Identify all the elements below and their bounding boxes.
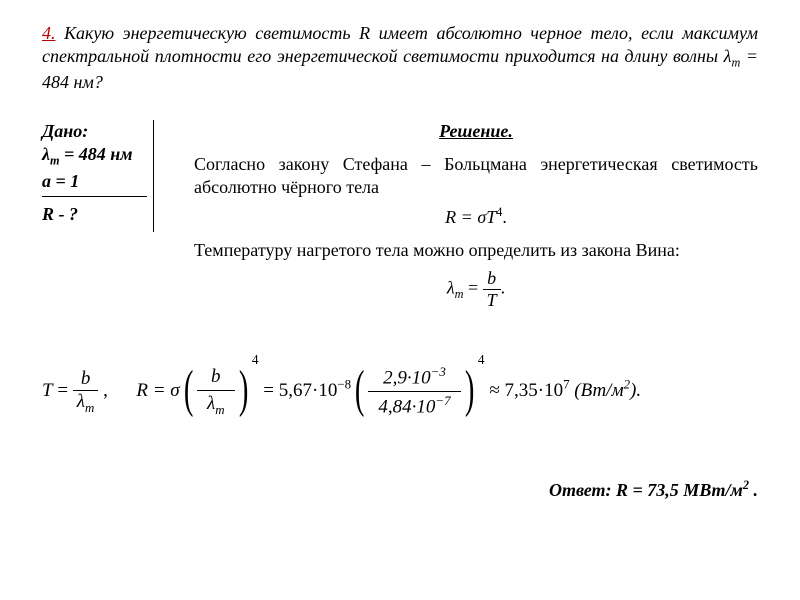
deriv-f3-num: 2,9·10−3 bbox=[368, 363, 460, 392]
equation-2: λm = bT. bbox=[194, 268, 758, 310]
deriv-f3-num-a: 2,9·10 bbox=[383, 367, 431, 388]
solution-p1: Согласно закону Стефана – Больцмана энер… bbox=[194, 153, 758, 199]
deriv-approx: ≈ 7,35·10 bbox=[485, 380, 564, 401]
given-column: Дано: λm = 484 нм a = 1 R - ? bbox=[42, 120, 154, 321]
paren-open-1: ( bbox=[184, 367, 194, 413]
paren-close-1: ) bbox=[238, 367, 248, 413]
paren-close-2: ) bbox=[464, 367, 474, 413]
deriv-exp-m8: −8 bbox=[337, 377, 351, 392]
given-find: R - ? bbox=[42, 203, 147, 226]
derivation-equation: T = bλm , R = σ(bλm)4 = 5,67·10−8(2,9·10… bbox=[42, 363, 758, 420]
deriv-f1-den: λm bbox=[73, 391, 99, 416]
problem-number: 4. bbox=[42, 23, 56, 43]
deriv-f1-num: b bbox=[73, 368, 99, 391]
deriv-f2-den-sub: m bbox=[215, 401, 224, 416]
given-line-2: a = 1 bbox=[42, 170, 147, 193]
deriv-f1-den-sub: m bbox=[85, 399, 94, 414]
eq2-den: T bbox=[483, 290, 501, 311]
solution-p2: Температуру нагретого тела можно определ… bbox=[194, 239, 758, 262]
eq2-num: b bbox=[483, 268, 501, 290]
given-lambda-sub: m bbox=[50, 154, 60, 168]
answer-value: R = 73,5 МВт/м bbox=[616, 480, 743, 500]
page: 4. Какую энергетическую светимость R име… bbox=[0, 0, 800, 502]
eq2-fraction: bT bbox=[483, 268, 501, 310]
given-lambda: λ bbox=[42, 144, 50, 164]
deriv-frac3: 2,9·10−34,84·10−7 bbox=[368, 363, 460, 420]
paren-open-2: ( bbox=[355, 367, 365, 413]
given-separator bbox=[42, 196, 147, 197]
solution-column: Решение. Согласно закону Стефана – Больц… bbox=[154, 120, 758, 321]
problem-statement: 4. Какую энергетическую светимость R име… bbox=[42, 22, 758, 94]
answer-line: Ответ: R = 73,5 МВт/м2 . bbox=[42, 478, 758, 502]
lambda-sub: m bbox=[731, 56, 740, 70]
deriv-f3-den-a: 4,84·10 bbox=[378, 396, 435, 417]
deriv-f2-num: b bbox=[197, 364, 235, 391]
eq2-mid: = bbox=[463, 278, 482, 298]
deriv-unit-end: ). bbox=[630, 380, 641, 401]
given-box: Дано: λm = 484 нм a = 1 R - ? bbox=[42, 120, 154, 231]
problem-text: Какую энергетическую светимость R имеет … bbox=[42, 23, 758, 66]
deriv-pow4a: 4 bbox=[252, 352, 259, 367]
eq2-lhs: λ bbox=[447, 278, 455, 298]
deriv-frac2: bλm bbox=[197, 364, 235, 420]
deriv-eq2: = 5,67·10 bbox=[259, 380, 338, 401]
solution-title: Решение. bbox=[194, 120, 758, 143]
deriv-unit: (Вт/м bbox=[570, 380, 624, 401]
answer-label: Ответ: bbox=[549, 480, 616, 500]
eq1-body: R = σT bbox=[445, 207, 496, 227]
deriv-f3-den: 4,84·10−7 bbox=[368, 392, 460, 420]
deriv-f1-den-a: λ bbox=[77, 391, 85, 412]
deriv-f3-den-exp: −7 bbox=[435, 393, 450, 408]
eq2-dot: . bbox=[501, 278, 506, 298]
deriv-R: R = σ bbox=[136, 380, 179, 401]
given-lambda-val: = 484 нм bbox=[64, 144, 133, 164]
equation-1: R = σT4. bbox=[194, 205, 758, 229]
deriv-comma: , bbox=[98, 380, 108, 401]
deriv-f3-num-exp: −3 bbox=[431, 364, 446, 379]
given-title: Дано: bbox=[42, 120, 147, 143]
given-line-1: λm = 484 нм bbox=[42, 143, 147, 169]
deriv-eq1: = bbox=[53, 380, 73, 401]
deriv-f2-den: λm bbox=[197, 391, 235, 420]
deriv-f2-den-a: λ bbox=[207, 393, 215, 414]
deriv-frac1: bλm bbox=[73, 368, 99, 416]
answer-dot: . bbox=[749, 480, 758, 500]
eq1-dot: . bbox=[502, 207, 507, 227]
solution-area: Дано: λm = 484 нм a = 1 R - ? Решение. С… bbox=[42, 120, 758, 321]
deriv-pow4b: 4 bbox=[478, 352, 485, 367]
deriv-T: T bbox=[42, 380, 53, 401]
